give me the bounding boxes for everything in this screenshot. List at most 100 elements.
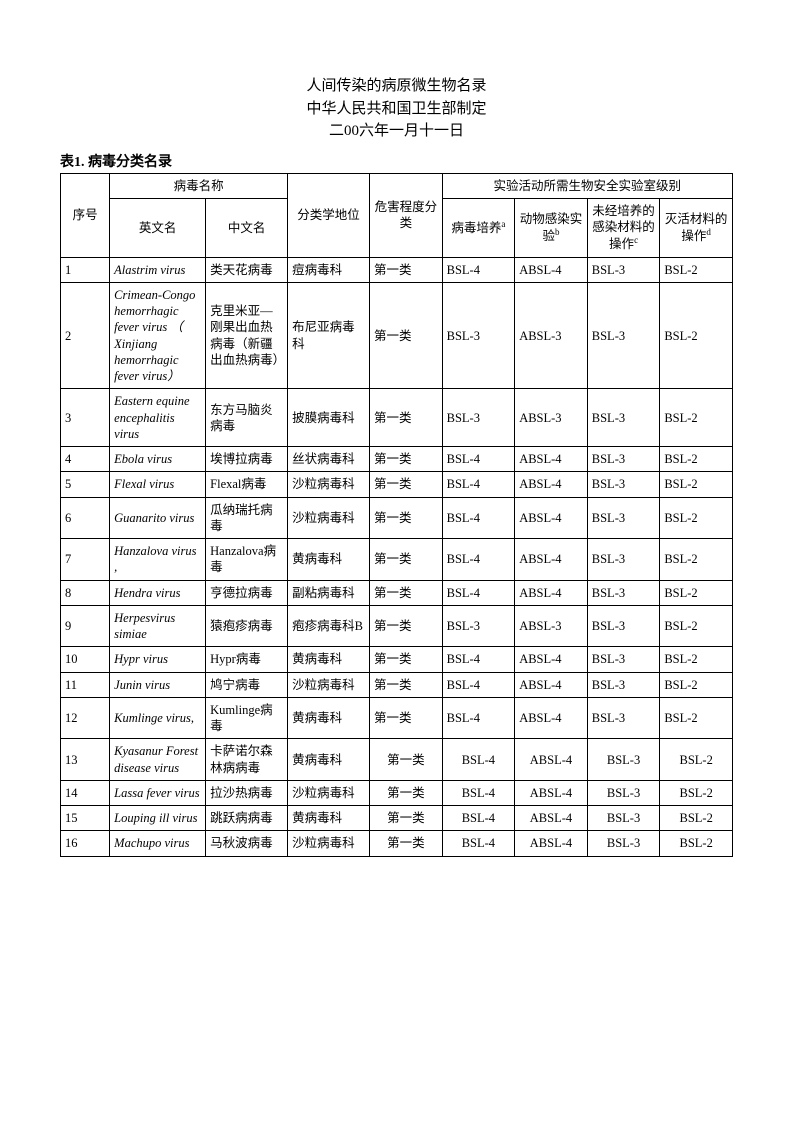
cell-seq: 10	[61, 647, 110, 672]
cell-en: Louping ill virus	[110, 806, 206, 831]
cell-uncultured: BSL-3	[587, 780, 660, 805]
cell-haz: 第一类	[370, 831, 443, 856]
cell-en: Machupo virus	[110, 831, 206, 856]
cell-haz: 第一类	[370, 580, 443, 605]
cell-animal: ABSL-3	[515, 282, 588, 389]
cell-culture: BSL-4	[442, 472, 515, 497]
cell-inactivated: BSL-2	[660, 472, 733, 497]
cell-animal: ABSL-4	[515, 739, 588, 781]
cell-tax: 黄病毒科	[288, 697, 370, 739]
col-en: 英文名	[110, 198, 206, 257]
cell-seq: 3	[61, 389, 110, 447]
header-row-1: 序号 病毒名称 分类学地位 危害程度分类 实验活动所需生物安全实验室级别	[61, 173, 733, 198]
table-row: 15Louping ill virus跳跃病病毒黄病毒科第一类BSL-4ABSL…	[61, 806, 733, 831]
table-caption: 表1. 病毒分类名录	[60, 151, 733, 171]
cell-culture: BSL-4	[442, 580, 515, 605]
cell-inactivated: BSL-2	[660, 282, 733, 389]
cell-culture: BSL-4	[442, 497, 515, 539]
cell-seq: 14	[61, 780, 110, 805]
cell-tax: 黄病毒科	[288, 647, 370, 672]
cell-tax: 布尼亚病毒科	[288, 282, 370, 389]
cell-en: Junin virus	[110, 672, 206, 697]
cell-tax: 副粘病毒科	[288, 580, 370, 605]
cell-seq: 5	[61, 472, 110, 497]
header-line-3: 二00六年一月十一日	[60, 120, 733, 143]
cell-cn: 瓜纳瑞托病毒	[206, 497, 288, 539]
cell-haz: 第一类	[370, 806, 443, 831]
cell-haz: 第一类	[370, 447, 443, 472]
cell-tax: 沙粒病毒科	[288, 831, 370, 856]
cell-cn: Hanzalova病毒	[206, 539, 288, 581]
table-row: 16Machupo virus马秋波病毒沙粒病毒科第一类BSL-4ABSL-4B…	[61, 831, 733, 856]
cell-animal: ABSL-4	[515, 497, 588, 539]
table-row: 9Herpesvirus simiae猿疱疹病毒疱疹病毒科B第一类BSL-3AB…	[61, 605, 733, 647]
cell-inactivated: BSL-2	[660, 447, 733, 472]
cell-en: Hanzalova virus ,	[110, 539, 206, 581]
cell-en: Hendra virus	[110, 580, 206, 605]
table-row: 5Flexal virusFlexal病毒沙粒病毒科第一类BSL-4ABSL-4…	[61, 472, 733, 497]
cell-cn: 亨德拉病毒	[206, 580, 288, 605]
cell-uncultured: BSL-3	[587, 447, 660, 472]
cell-haz: 第一类	[370, 497, 443, 539]
cell-culture: BSL-3	[442, 282, 515, 389]
cell-animal: ABSL-4	[515, 806, 588, 831]
cell-culture: BSL-4	[442, 539, 515, 581]
cell-tax: 痘病毒科	[288, 257, 370, 282]
cell-seq: 2	[61, 282, 110, 389]
cell-inactivated: BSL-2	[660, 739, 733, 781]
cell-tax: 黄病毒科	[288, 539, 370, 581]
cell-culture: BSL-4	[442, 806, 515, 831]
cell-cn: 鸠宁病毒	[206, 672, 288, 697]
cell-inactivated: BSL-2	[660, 672, 733, 697]
cell-inactivated: BSL-2	[660, 497, 733, 539]
cell-uncultured: BSL-3	[587, 831, 660, 856]
cell-tax: 丝状病毒科	[288, 447, 370, 472]
table-row: 1Alastrim virus类天花病毒痘病毒科第一类BSL-4ABSL-4BS…	[61, 257, 733, 282]
cell-seq: 13	[61, 739, 110, 781]
cell-seq: 12	[61, 697, 110, 739]
col-cn: 中文名	[206, 198, 288, 257]
cell-tax: 沙粒病毒科	[288, 497, 370, 539]
cell-uncultured: BSL-3	[587, 647, 660, 672]
cell-seq: 9	[61, 605, 110, 647]
cell-seq: 8	[61, 580, 110, 605]
cell-inactivated: BSL-2	[660, 389, 733, 447]
cell-inactivated: BSL-2	[660, 539, 733, 581]
cell-animal: ABSL-4	[515, 697, 588, 739]
cell-inactivated: BSL-2	[660, 605, 733, 647]
cell-haz: 第一类	[370, 780, 443, 805]
cell-en: Guanarito virus	[110, 497, 206, 539]
table-row: 13Kyasanur Forest disease virus卡萨诺尔森林病病毒…	[61, 739, 733, 781]
cell-animal: ABSL-4	[515, 831, 588, 856]
cell-en: Herpesvirus simiae	[110, 605, 206, 647]
table-row: 2Crimean-Congo hemorrhagic fever virus （…	[61, 282, 733, 389]
cell-cn: 类天花病毒	[206, 257, 288, 282]
cell-tax: 沙粒病毒科	[288, 780, 370, 805]
cell-haz: 第一类	[370, 472, 443, 497]
col-name-group: 病毒名称	[110, 173, 288, 198]
cell-cn: 卡萨诺尔森林病病毒	[206, 739, 288, 781]
cell-inactivated: BSL-2	[660, 806, 733, 831]
table-row: 12Kumlinge virus,Kumlinge病毒黄病毒科第一类BSL-4A…	[61, 697, 733, 739]
cell-inactivated: BSL-2	[660, 780, 733, 805]
cell-animal: ABSL-4	[515, 447, 588, 472]
cell-tax: 疱疹病毒科B	[288, 605, 370, 647]
cell-seq: 7	[61, 539, 110, 581]
cell-haz: 第一类	[370, 539, 443, 581]
cell-uncultured: BSL-3	[587, 282, 660, 389]
cell-culture: BSL-4	[442, 697, 515, 739]
cell-animal: ABSL-4	[515, 580, 588, 605]
cell-animal: ABSL-3	[515, 389, 588, 447]
cell-cn: 拉沙热病毒	[206, 780, 288, 805]
cell-cn: Hypr病毒	[206, 647, 288, 672]
cell-culture: BSL-4	[442, 780, 515, 805]
cell-culture: BSL-3	[442, 389, 515, 447]
cell-cn: 马秋波病毒	[206, 831, 288, 856]
cell-haz: 第一类	[370, 389, 443, 447]
cell-en: Kumlinge virus,	[110, 697, 206, 739]
cell-en: Kyasanur Forest disease virus	[110, 739, 206, 781]
col-taxonomy: 分类学地位	[288, 173, 370, 257]
table-row: 7Hanzalova virus ,Hanzalova病毒黄病毒科第一类BSL-…	[61, 539, 733, 581]
cell-uncultured: BSL-3	[587, 806, 660, 831]
table-row: 11Junin virus鸠宁病毒沙粒病毒科第一类BSL-4ABSL-4BSL-…	[61, 672, 733, 697]
